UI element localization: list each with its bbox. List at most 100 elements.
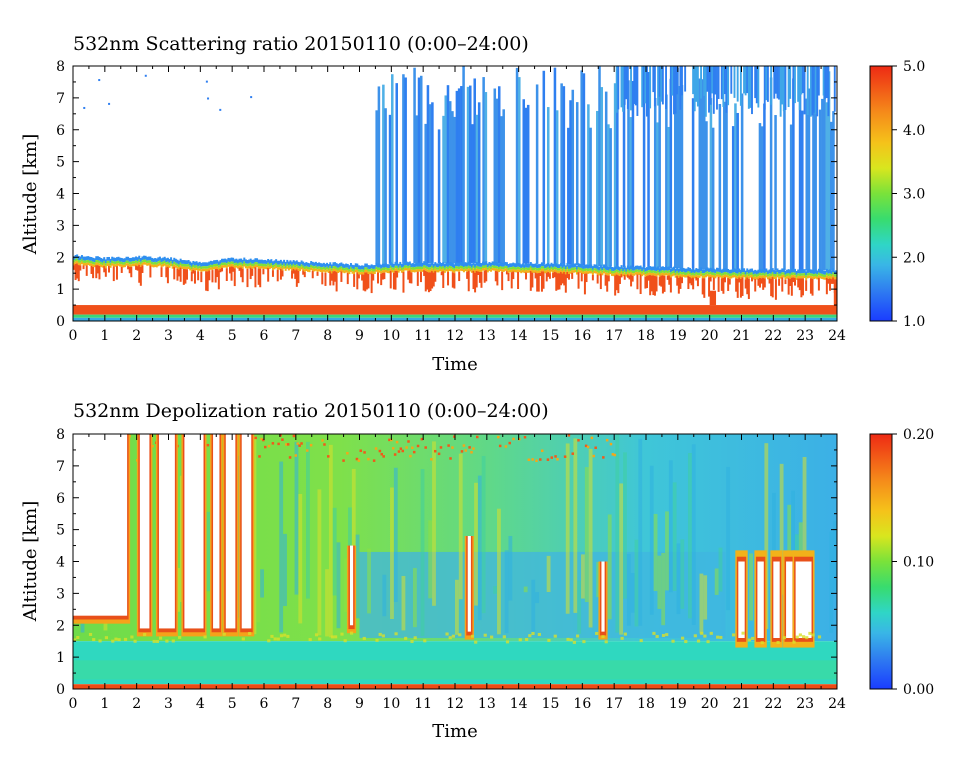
- cirrus-fragment: [811, 66, 814, 116]
- cloud-base-yellow: [150, 264, 153, 267]
- scattering-ylabel: Altitude [km]: [20, 134, 41, 256]
- cloud-base-orange: [303, 271, 306, 278]
- cloud-base-yellow: [197, 268, 200, 272]
- boundary-top-speck: [655, 634, 659, 638]
- cirrus-fragment: [827, 66, 830, 117]
- cloud-base-orange: [367, 274, 370, 289]
- cloud-base-orange: [784, 279, 787, 285]
- cloud-base-orange: [372, 274, 375, 281]
- cloud-base-yellow: [424, 268, 427, 271]
- cloud-base-yellow: [295, 266, 298, 270]
- cloud-base-yellow: [609, 271, 612, 275]
- depolarization-y-tick-label: 8: [56, 427, 65, 443]
- cloud-base-orange: [362, 274, 365, 291]
- cloud-base-blue: [176, 259, 179, 264]
- boundary-top-speck: [623, 632, 627, 636]
- cloud-base-blue: [658, 268, 661, 272]
- cloud-base-yellow: [744, 276, 747, 280]
- cloud-base-orange: [77, 265, 80, 282]
- cloud-base-yellow: [289, 266, 292, 270]
- cloud-base-green: [491, 265, 494, 268]
- cloud-base-yellow: [224, 264, 227, 268]
- cloud-base-blue: [408, 261, 411, 266]
- cloud-base-green: [273, 264, 276, 267]
- cloud-base-yellow: [265, 266, 268, 270]
- boundary-top-speck: [731, 633, 736, 637]
- cloud-base-blue: [606, 266, 609, 271]
- cloud-base-yellow: [162, 263, 165, 267]
- cloud-base-yellow: [351, 271, 354, 274]
- cloud-base-yellow: [214, 266, 217, 270]
- cloud-base-yellow: [273, 266, 276, 270]
- depolarization-x-tick-label: 11: [414, 696, 432, 712]
- cloud-base-blue: [746, 268, 749, 273]
- cloud-base-green: [813, 274, 816, 277]
- cloud-base-yellow: [580, 270, 583, 274]
- cloud-base-blue: [510, 263, 513, 268]
- cloud-base-yellow: [133, 263, 136, 267]
- cloud-base-blue: [327, 264, 330, 268]
- cloud-base-green: [832, 272, 835, 275]
- cloud-column: [473, 78, 476, 264]
- cloud-base-yellow: [408, 267, 411, 271]
- cloud-base-blue: [271, 261, 274, 266]
- cloud-base-green: [529, 265, 532, 269]
- cloud-base-blue: [278, 260, 281, 265]
- depol-high-speck: [395, 440, 399, 444]
- cloud-base-orange: [73, 265, 75, 270]
- cloud-base-yellow: [730, 275, 733, 279]
- aerosol-spike: [709, 290, 717, 306]
- depol-high-speck: [399, 447, 403, 450]
- cloud-base-blue: [423, 261, 426, 265]
- cloud-base-blue: [539, 263, 542, 268]
- cloud-base-yellow: [149, 262, 152, 266]
- cloud-base-orange: [302, 270, 305, 275]
- cloud-base-blue: [617, 266, 620, 271]
- cloud-base-orange: [751, 277, 754, 282]
- cloud-column: [448, 101, 452, 264]
- cloud-base-blue: [641, 267, 644, 272]
- cloud-base-orange: [790, 277, 793, 296]
- cloud-base-blue: [577, 263, 580, 268]
- cloud-base-yellow: [120, 264, 123, 267]
- cirrus-fragment: [720, 66, 723, 100]
- depol-high-speck: [363, 451, 366, 454]
- cloud-base-blue: [162, 257, 165, 262]
- cloud-base-blue: [240, 258, 243, 263]
- cloud-column: [769, 77, 773, 271]
- cloud-base-blue: [257, 259, 260, 264]
- cloud-base-yellow: [588, 270, 591, 274]
- cloud-base-green: [256, 262, 259, 265]
- cloud-base-yellow: [525, 269, 528, 273]
- cloud-base-yellow: [200, 269, 203, 272]
- cloud-base-yellow: [381, 270, 384, 273]
- cloud-base-green: [155, 262, 158, 265]
- cloud-base-yellow: [548, 270, 551, 274]
- cloud-base-orange: [477, 271, 480, 275]
- cloud-base-blue: [646, 267, 648, 271]
- cloud-base-yellow: [359, 272, 362, 275]
- cloud-base-green: [421, 266, 424, 270]
- cloud-base-yellow: [131, 263, 134, 267]
- cloud-base-yellow: [397, 270, 400, 273]
- cloud-base-yellow: [181, 266, 184, 269]
- cloud-base-blue: [652, 266, 655, 271]
- cloud-column: [613, 83, 617, 267]
- depol-streak: [714, 568, 719, 595]
- cloud-base-yellow: [598, 272, 601, 276]
- cirrus-fragment: [765, 66, 768, 101]
- cloud-base-orange: [739, 278, 742, 298]
- cloud-column: [731, 126, 735, 270]
- cloud-base-blue: [201, 262, 204, 267]
- cirrus-fragment: [669, 66, 672, 97]
- cloud-base-green: [283, 263, 286, 267]
- cloud-base-green: [93, 262, 96, 265]
- cloud-base-green: [162, 261, 165, 264]
- cloud-base-blue: [370, 264, 373, 269]
- cloud-column: [763, 103, 766, 271]
- cloud-base-blue: [556, 264, 559, 269]
- cloud-base-green: [324, 267, 327, 271]
- depol-streak: [256, 559, 261, 623]
- cloud-base-green: [163, 260, 166, 264]
- cloud-base-green: [537, 267, 540, 271]
